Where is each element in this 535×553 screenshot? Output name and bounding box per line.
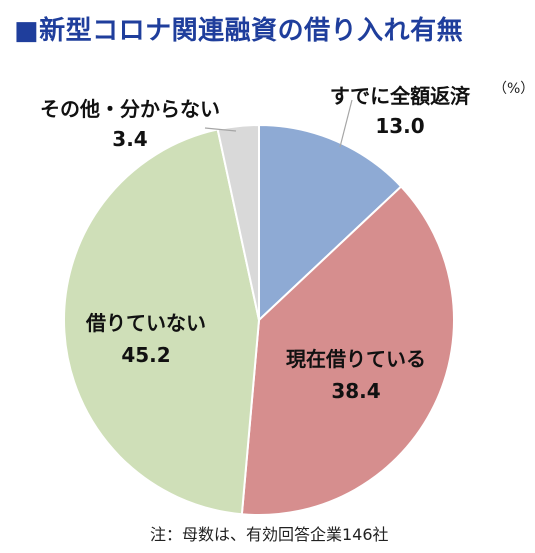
slice-label-2: 現在借りている (286, 347, 426, 371)
pie-slice-1 (258, 123, 403, 323)
leader-line-1 (339, 99, 353, 148)
slice-value-4: 3.4 (112, 127, 147, 151)
slice-value-3: 45.2 (121, 343, 170, 367)
slice-value-1: 13.0 (375, 114, 424, 138)
slice-label-4: その他・分からない (40, 97, 220, 121)
unit-label: （%） (493, 81, 535, 97)
chart-title: ■新型コロナ関連融資の借り入れ有無 (14, 16, 464, 46)
slice-label-1: すでに全額返済 (330, 84, 471, 108)
footnote: 注：母数は、有効回答企業146社 (150, 525, 389, 544)
slice-value-2: 38.4 (331, 379, 380, 403)
slice-label-3: 借りていない (85, 311, 206, 335)
pie-slice-2 (240, 185, 455, 516)
pie-slice-3 (63, 128, 261, 516)
leader-line-4 (204, 127, 237, 132)
